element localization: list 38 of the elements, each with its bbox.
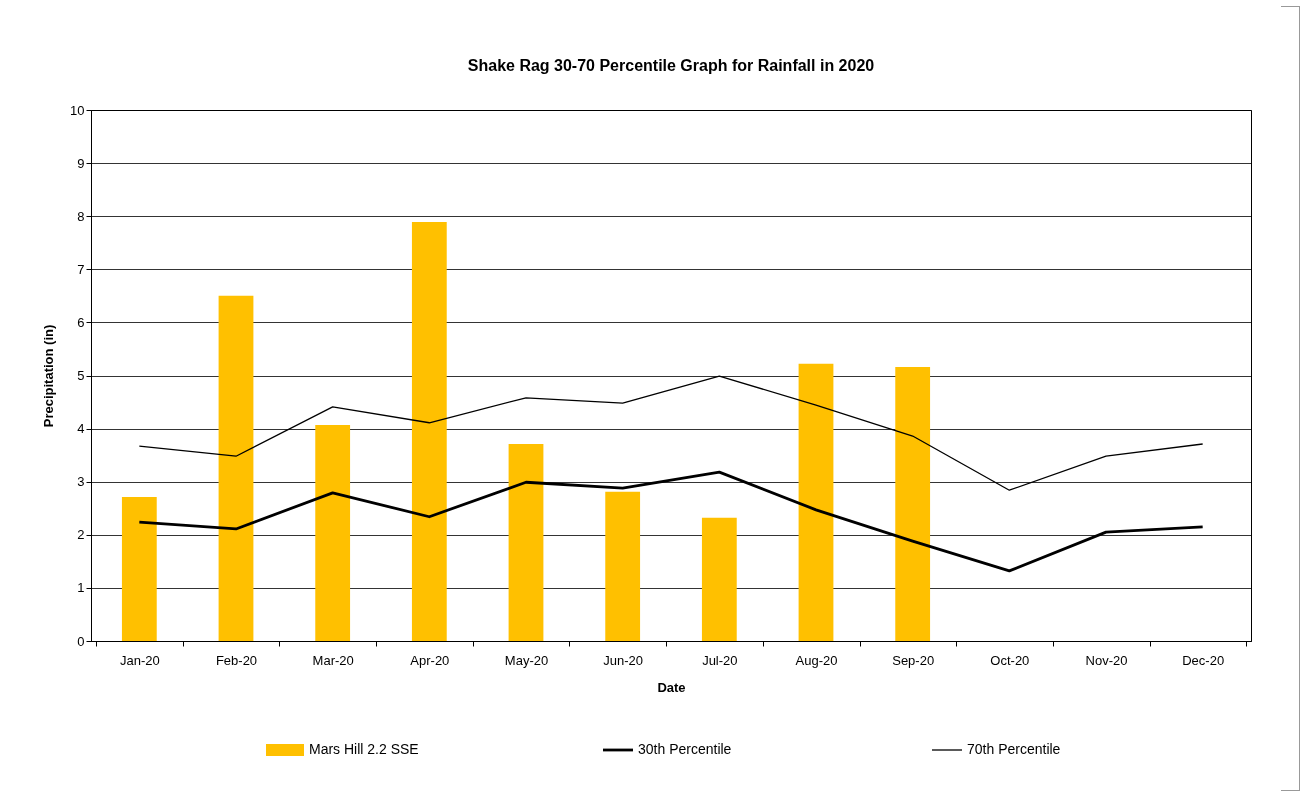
x-tick-label: Dec-20 [1182, 652, 1225, 668]
x-axis-title: Date [657, 679, 686, 695]
bar [121, 497, 157, 641]
x-tick-label: Jan-20 [119, 652, 160, 668]
y-tick-label: 10 [70, 102, 85, 118]
x-tick-label: Jul-20 [702, 652, 738, 668]
y-tick-label: 9 [77, 155, 85, 171]
bar [411, 222, 447, 641]
y-tick-label: 4 [77, 421, 85, 437]
x-tick-label: Oct-20 [990, 652, 1030, 668]
y-tick-label: 2 [77, 527, 85, 543]
x-tick-label: Aug-20 [795, 652, 838, 668]
x-tick-label: Feb-20 [215, 652, 258, 668]
x-tick-label: Apr-20 [410, 652, 450, 668]
legend-label: Mars Hill 2.2 SSE [309, 741, 419, 757]
x-tick-label: Sep-20 [892, 652, 935, 668]
y-tick-label: 0 [77, 633, 85, 649]
y-tick-label: 3 [77, 474, 85, 490]
y-tick-label: 1 [77, 580, 85, 596]
bar [218, 295, 254, 641]
x-tick-label: May-20 [504, 652, 549, 668]
bar [798, 363, 834, 641]
x-tick-label: Nov-20 [1085, 652, 1128, 668]
y-tick-label: 8 [77, 208, 85, 224]
bar [701, 517, 737, 641]
x-tick-label: Jun-20 [603, 652, 644, 668]
legend-label: 30th Percentile [638, 741, 732, 757]
y-tick-label: 5 [77, 368, 85, 383]
chart-title: Shake Rag 30-70 Percentile Graph for Rainfall in 2020 [467, 57, 875, 74]
y-tick-label: 7 [77, 261, 85, 277]
bar [508, 444, 544, 641]
x-tick-label: Mar-20 [312, 652, 354, 668]
y-tick-label: 6 [77, 314, 85, 330]
legend-label: 70th Percentile [967, 741, 1061, 757]
bar [605, 491, 641, 641]
bar [315, 424, 351, 641]
bar [895, 367, 931, 641]
y-axis-title: Precipitation (in) [41, 324, 57, 428]
